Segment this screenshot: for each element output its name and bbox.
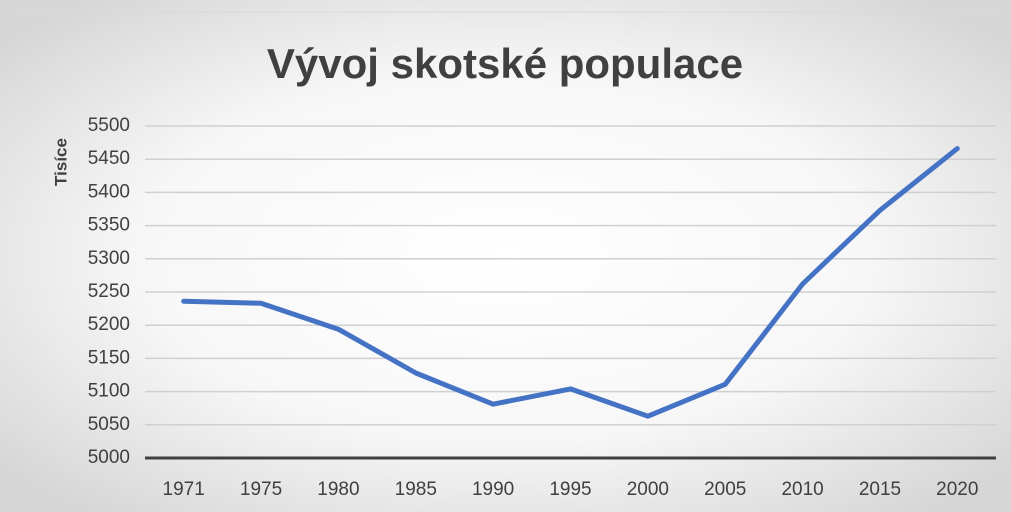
x-tick-label: 1980: [317, 479, 359, 500]
x-tick-label: 2005: [704, 479, 746, 500]
x-tick-label: 2010: [781, 479, 823, 500]
y-tick-label: 5200: [88, 314, 130, 335]
y-tick-label: 5400: [88, 181, 130, 202]
y-tick-label: 5250: [88, 281, 130, 302]
y-axis-label: Tisíce: [51, 138, 70, 186]
x-tick-label: 2020: [936, 479, 978, 500]
y-tick-label: 5350: [88, 215, 130, 236]
x-tick-label: 1985: [395, 479, 437, 500]
x-tick-label: 2000: [627, 479, 669, 500]
x-tick-label: 1971: [163, 479, 205, 500]
x-tick-label: 1990: [472, 479, 514, 500]
y-tick-label: 5300: [88, 248, 130, 269]
y-tick-label: 5000: [88, 447, 130, 468]
y-tick-label: 5050: [88, 414, 130, 435]
data-line: [181, 146, 960, 419]
y-tick-label: 5500: [88, 115, 130, 136]
y-tick-label: 5150: [88, 347, 130, 368]
chart-title: Vývoj skotské populace: [267, 40, 743, 87]
x-tick-label: 1995: [549, 479, 591, 500]
x-tick-label: 1975: [240, 479, 282, 500]
y-tick-label: 5450: [88, 148, 130, 169]
y-tick-label: 5100: [88, 381, 130, 402]
x-tick-label: 2015: [859, 479, 901, 500]
